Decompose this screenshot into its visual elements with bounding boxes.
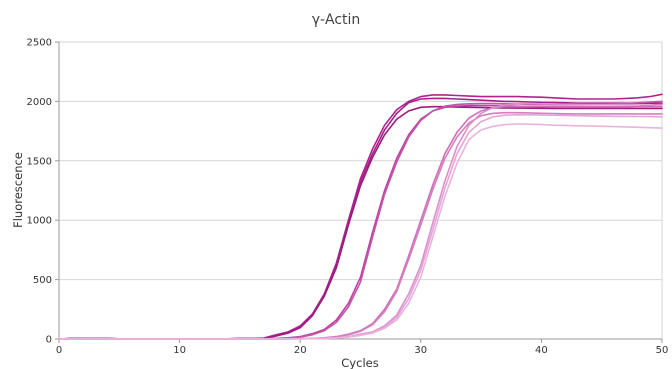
y-tick-label-1500: 1500 <box>27 156 52 167</box>
series-line-2 <box>58 97 663 340</box>
x-tick-label-20: 20 <box>294 345 307 356</box>
gridlines <box>59 41 662 281</box>
x-tick-label-0: 0 <box>56 345 62 356</box>
series-line-1 <box>58 93 663 340</box>
series-lines <box>58 93 663 340</box>
x-tick-label-10: 10 <box>173 345 186 356</box>
x-tick-label-30: 30 <box>414 345 427 356</box>
series-line-7 <box>58 111 663 340</box>
series-line-8 <box>58 102 663 340</box>
series-line-6 <box>58 105 663 340</box>
y-tick-label-2000: 2000 <box>27 97 52 108</box>
x-tick-label-50: 50 <box>656 345 669 356</box>
series-line-9 <box>58 113 663 340</box>
chart-title: γ-Actin <box>312 12 361 28</box>
series-line-3 <box>58 105 663 340</box>
x-axis-title: Cycles <box>341 356 378 369</box>
x-tick-label-40: 40 <box>535 345 548 356</box>
y-tick-label-0: 0 <box>46 335 52 346</box>
y-tick-label-2500: 2500 <box>27 38 52 49</box>
tick-labels: 0 500 1000 1500 2000 2500 0 10 20 30 40 50 <box>27 38 669 357</box>
series-line-4 <box>58 103 663 340</box>
y-axis-title: Fluorescence <box>11 152 25 228</box>
y-tick-label-500: 500 <box>33 275 52 286</box>
y-tick-label-1000: 1000 <box>27 216 52 227</box>
series-line-10 <box>58 123 663 340</box>
